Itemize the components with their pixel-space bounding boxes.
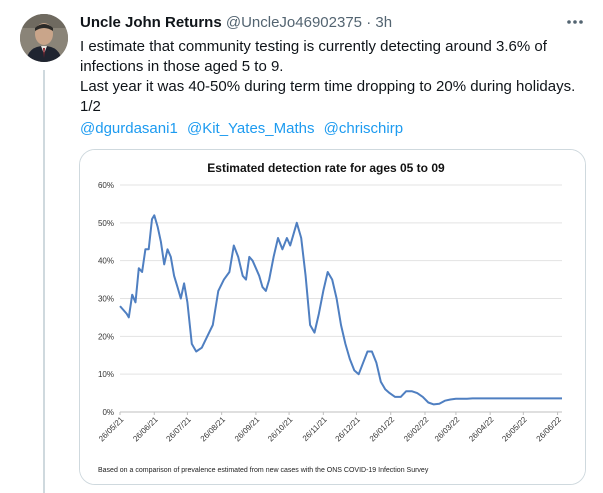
- tweet-header: Uncle John Returns @UncleJo46902375 · 3h: [80, 13, 392, 33]
- tweet-text: I estimate that community testing is cur…: [80, 37, 595, 117]
- y-tick-label: 30%: [98, 295, 114, 304]
- y-tick-label: 0%: [102, 408, 114, 417]
- separator-dot: ·: [366, 14, 372, 31]
- tweet-line: Last year it was 40-50% during term time…: [80, 78, 576, 95]
- timestamp[interactable]: 3h: [375, 14, 393, 31]
- y-tick-label: 20%: [98, 332, 114, 341]
- more-horizontal-icon: [567, 20, 583, 24]
- author-name[interactable]: Uncle John Returns: [80, 14, 222, 31]
- thread-line: [43, 70, 45, 493]
- tweet-media[interactable]: Estimated detection rate for ages 05 to …: [79, 149, 586, 485]
- y-tick-label: 60%: [98, 181, 114, 190]
- avatar[interactable]: [20, 14, 68, 62]
- mention-link[interactable]: @chrischirp: [323, 120, 404, 137]
- y-tick-label: 10%: [98, 370, 114, 379]
- y-tick-label: 50%: [98, 219, 114, 228]
- chart: Estimated detection rate for ages 05 to …: [80, 150, 585, 484]
- chart-title: Estimated detection rate for ages 05 to …: [207, 161, 445, 175]
- author-handle[interactable]: @UncleJo46902375: [225, 14, 363, 31]
- series-line: [119, 214, 562, 406]
- more-options-button[interactable]: [565, 12, 585, 32]
- chart-footnote: Based on a comparison of prevalence esti…: [98, 467, 429, 474]
- mentions: @dgurdasani1 @Kit_Yates_Maths @chrischir…: [80, 119, 408, 139]
- mention-link[interactable]: @dgurdasani1: [80, 120, 178, 137]
- chart-background: [80, 150, 585, 484]
- avatar-image: [20, 14, 68, 62]
- tweet-line: 1/2: [80, 98, 101, 115]
- y-tick-label: 40%: [98, 257, 114, 266]
- tweet-line: I estimate that community testing is cur…: [80, 38, 547, 75]
- mention-link[interactable]: @Kit_Yates_Maths: [186, 120, 315, 137]
